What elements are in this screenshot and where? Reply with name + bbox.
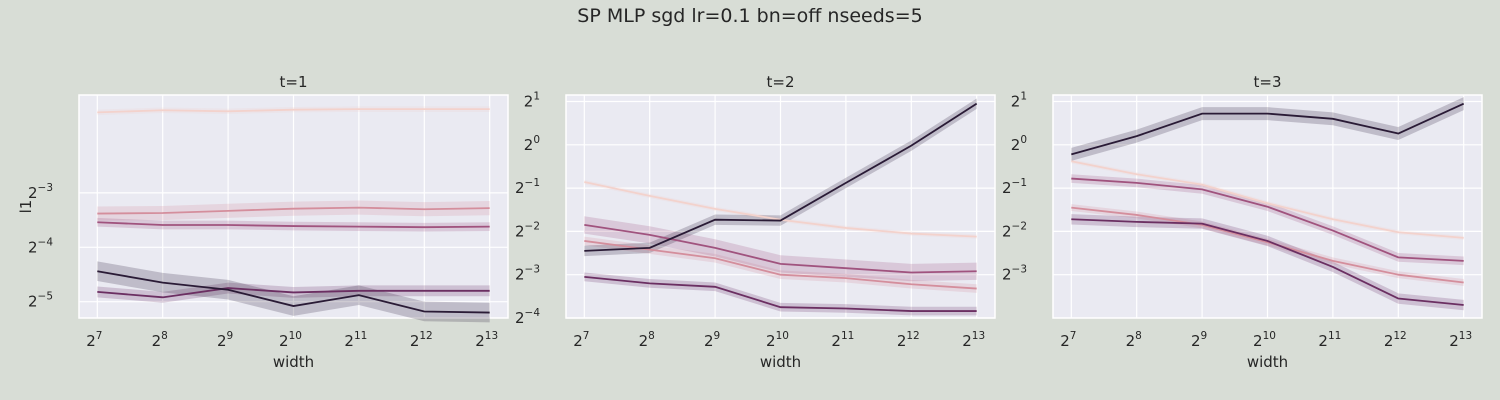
subplot-3: t=3 27 28 29 210 211 212 213 2−3 2−2 2−1 20 21 width (1002, 73, 1483, 371)
subplot-2: t=2 27 28 29 210 211 212 213 2−4 2−3 2−2 2−1 20 21 wid… (515, 73, 996, 371)
y-tick-label: 2−2 (1002, 220, 1027, 240)
series-line-2 (1071, 206, 1464, 284)
x-tick-label: 212 (1384, 330, 1407, 350)
series-line-3 (1071, 177, 1464, 262)
confidence-band-5 (97, 261, 490, 323)
x-tick-label: 212 (897, 330, 920, 350)
y-tick-label: 2−2 (515, 220, 540, 240)
confidence-band-3 (97, 217, 490, 232)
confidence-band-3 (1071, 174, 1464, 266)
plot-frame (78, 94, 509, 319)
confidence-band-4 (1071, 214, 1464, 311)
x-tick-label: 27 (573, 330, 589, 350)
x-tick-label: 211 (344, 330, 367, 350)
x-tick-label: 211 (1318, 330, 1341, 350)
x-tick-label: 210 (1253, 330, 1276, 350)
series-line-1 (1071, 160, 1464, 239)
x-tick-label: 212 (410, 330, 433, 350)
plot-frame (565, 94, 996, 319)
x-tick-label: 213 (475, 330, 498, 350)
x-tick-label: 210 (766, 330, 789, 350)
x-tick-label: 28 (1126, 330, 1142, 350)
confidence-band-2 (97, 200, 490, 221)
x-axis-label: width (273, 353, 314, 371)
x-tick-label: 213 (962, 330, 985, 350)
confidence-band-3 (584, 216, 977, 282)
x-tick-label: 29 (1191, 330, 1207, 350)
x-tick-label: 28 (639, 330, 655, 350)
y-tick-label: 2−3 (28, 182, 53, 202)
confidence-band-5 (584, 98, 977, 257)
y-tick-label: 2−4 (515, 307, 540, 327)
series-line-3 (97, 221, 490, 229)
x-tick-label: 27 (1060, 330, 1076, 350)
y-axis-label: l1 (17, 200, 35, 214)
series-line-5 (584, 102, 978, 252)
y-tick-label: 2−3 (515, 264, 540, 284)
x-axis-label: width (1247, 353, 1288, 371)
confidence-band-5 (1071, 97, 1464, 161)
series-line-3 (584, 224, 977, 274)
y-tick-label: 2−1 (1002, 177, 1027, 197)
x-tick-label: 211 (831, 330, 854, 350)
x-tick-label: 27 (86, 330, 102, 350)
y-tick-label: 20 (1011, 134, 1027, 154)
confidence-band-1 (584, 179, 977, 239)
series-line-4 (584, 275, 977, 312)
y-tick-label: 2−5 (28, 291, 53, 311)
series-line-5 (97, 270, 490, 314)
series-line-4 (97, 287, 490, 299)
x-tick-label: 28 (152, 330, 168, 350)
confidence-band-2 (1071, 204, 1464, 286)
series-line-5 (1071, 102, 1465, 156)
series-line-1 (97, 108, 490, 114)
y-tick-label: 2−4 (28, 236, 53, 256)
y-tick-label: 2−3 (1002, 264, 1027, 284)
series-line-4 (1071, 218, 1464, 306)
subplot-1: t=1 27 28 29 210 211 212 213 2−5 2−4 2−3 width l1 (17, 73, 509, 371)
y-tick-label: 21 (524, 90, 540, 110)
x-tick-label: 29 (704, 330, 720, 350)
subplot-title: t=2 (767, 73, 795, 91)
figure-title: SP MLP sgd lr=0.1 bn=off nseeds=5 (577, 5, 923, 27)
x-axis-label: width (760, 353, 801, 371)
confidence-band-2 (584, 236, 977, 293)
x-tick-label: 213 (1449, 330, 1472, 350)
y-tick-label: 21 (1011, 90, 1027, 110)
subplot-title: t=3 (1254, 73, 1282, 91)
y-tick-label: 2−1 (515, 177, 540, 197)
y-tick-label: 20 (524, 134, 540, 154)
x-tick-label: 29 (217, 330, 233, 350)
x-tick-label: 210 (279, 330, 302, 350)
confidence-band-4 (584, 272, 977, 316)
plot-frame (1052, 94, 1483, 319)
series-line-2 (584, 240, 977, 290)
subplot-title: t=1 (280, 73, 308, 91)
series-line-2 (97, 206, 490, 215)
